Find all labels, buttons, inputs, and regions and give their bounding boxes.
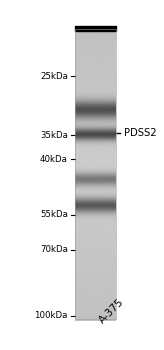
Text: 100kDa: 100kDa: [34, 311, 68, 320]
Text: 25kDa: 25kDa: [40, 71, 68, 80]
Text: 40kDa: 40kDa: [40, 155, 68, 164]
Bar: [75, 29, 116, 319]
Text: 35kDa: 35kDa: [40, 131, 68, 140]
Text: 70kDa: 70kDa: [40, 245, 68, 254]
Text: PDSS2: PDSS2: [124, 128, 157, 138]
Text: A-375: A-375: [97, 297, 125, 326]
Text: 55kDa: 55kDa: [40, 210, 68, 219]
